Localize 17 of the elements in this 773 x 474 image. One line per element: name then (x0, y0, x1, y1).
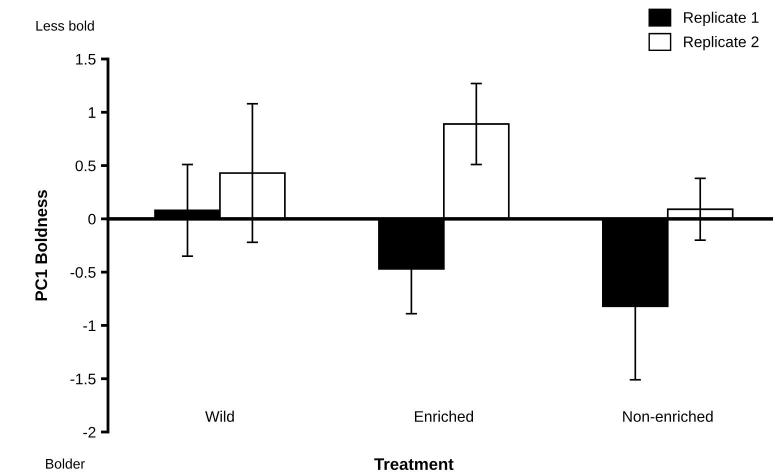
y-tick-label: 0 (88, 214, 96, 225)
legend-label: Replicate 1 (684, 12, 759, 26)
y-tick-label: -2 (83, 426, 96, 438)
y-tick-label: 0.5 (76, 160, 96, 172)
y-tick-label: -1 (83, 320, 96, 331)
x-axis-title: Treatment (374, 458, 454, 470)
y-tick-label: -1.5 (70, 374, 96, 384)
legend-label: Replicate 2 (684, 36, 758, 50)
y-tick-label: 1 (88, 107, 96, 118)
x-tick-label: Enriched (414, 410, 474, 422)
y-tick-label: -0.5 (70, 267, 96, 278)
x-tick-label: Non-enriched (623, 410, 713, 422)
y-tick-label: 1.5 (76, 54, 96, 65)
x-tick-label: Wild (205, 410, 234, 422)
text: Less bold (36, 20, 94, 31)
text: Bolder (46, 458, 85, 469)
y-axis-title: PC1 Boldness (34, 190, 48, 300)
